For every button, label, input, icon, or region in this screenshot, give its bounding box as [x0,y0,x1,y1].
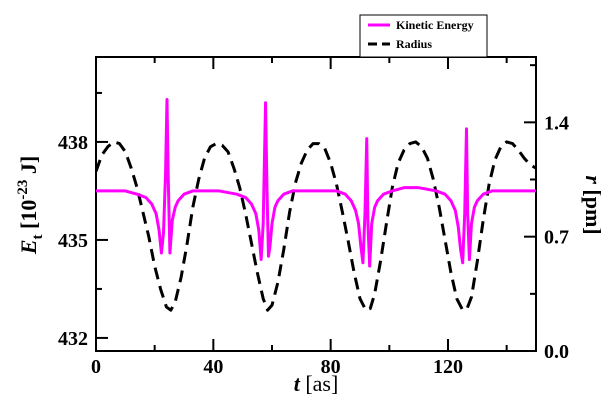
plot-frame [95,56,537,352]
series-line-kinetic-energy [96,97,536,268]
x-tick-label: 40 [203,356,223,378]
y-axis-left-label: Et [10-23 J] [15,156,46,255]
legend: Kinetic Energy Radius [359,14,488,58]
y-left-tick-label: 435 [58,230,88,252]
y-axis-right-label: r [pm] [581,175,601,234]
legend-label-radius: Radius [396,37,432,51]
x-tick-label: 0 [91,356,101,378]
x-axis-label: t [as] [294,371,339,396]
x-tick-label: 120 [433,356,463,378]
y-left-tick-label: 432 [58,328,88,350]
series-line-radius [96,140,536,312]
legend-box [359,14,488,58]
y-right-tick-label: 1.4 [544,112,569,134]
legend-label-kinetic-energy: Kinetic Energy [396,18,474,32]
y-left-tick-label: 438 [58,132,88,154]
y-right-tick-label: 0.0 [544,341,569,363]
x-tick-label: 80 [321,356,341,378]
y-right-tick-label: 0.7 [544,227,569,249]
